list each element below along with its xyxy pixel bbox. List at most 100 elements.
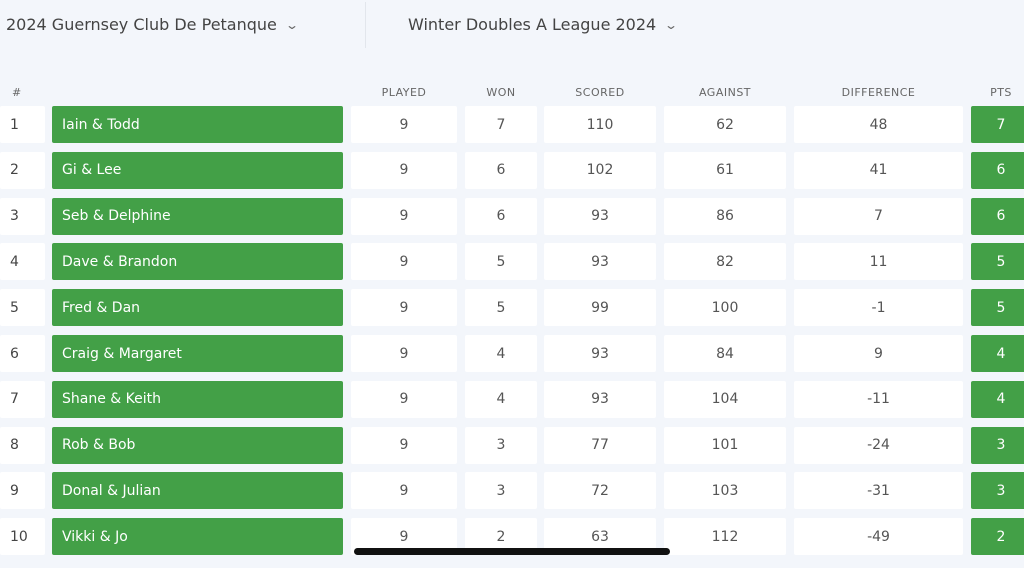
scored-cell: 93: [544, 335, 656, 372]
team-name-cell[interactable]: Shane & Keith: [52, 380, 343, 418]
table-row[interactable]: 8 Rob & Bob 9 3 77 101 -24 3: [0, 426, 1024, 464]
pts-cell: 5: [971, 243, 1024, 281]
rank-cell: 1: [0, 106, 45, 143]
pts-cell: 6: [971, 197, 1024, 235]
table-row[interactable]: 7 Shane & Keith 9 4 93 104 -11 4: [0, 380, 1024, 418]
club-dropdown[interactable]: 2024 Guernsey Club De Petanque ⌄: [6, 15, 299, 34]
scored-cell: 93: [544, 197, 656, 235]
difference-cell: -24: [794, 426, 963, 464]
difference-cell: 41: [794, 151, 963, 189]
club-dropdown-label: 2024 Guernsey Club De Petanque: [6, 15, 277, 34]
rank-cell: 5: [0, 289, 45, 327]
against-cell: 103: [664, 472, 786, 510]
column-header-rank: #: [12, 86, 22, 99]
team-name-cell[interactable]: Donal & Julian: [52, 472, 343, 510]
rank-cell: 8: [0, 426, 45, 464]
column-header-against: AGAINST: [698, 86, 752, 99]
played-cell: 9: [351, 151, 457, 189]
against-cell: 82: [664, 243, 786, 281]
difference-cell: -31: [794, 472, 963, 510]
divider: [365, 2, 366, 48]
pts-cell: 6: [971, 151, 1024, 189]
chevron-down-icon: ⌄: [664, 17, 679, 32]
scored-cell: 110: [544, 106, 656, 143]
table-row[interactable]: 3 Seb & Delphine 9 6 93 86 7 6: [0, 197, 1024, 235]
won-cell: 4: [465, 380, 537, 418]
team-name-cell[interactable]: Iain & Todd: [52, 106, 343, 143]
rank-cell: 6: [0, 335, 45, 372]
scored-cell: 72: [544, 472, 656, 510]
difference-cell: 9: [794, 335, 963, 372]
against-cell: 112: [664, 518, 786, 556]
table-row[interactable]: 9 Donal & Julian 9 3 72 103 -31 3: [0, 472, 1024, 510]
column-header-pts: PTS: [990, 86, 1012, 99]
column-header-scored: SCORED: [575, 86, 625, 99]
league-dropdown[interactable]: Winter Doubles A League 2024 ⌄: [408, 15, 679, 34]
played-cell: 9: [351, 197, 457, 235]
against-cell: 104: [664, 380, 786, 418]
pts-cell: 2: [971, 518, 1024, 556]
scored-cell: 77: [544, 426, 656, 464]
rank-cell: 2: [0, 151, 45, 189]
played-cell: 9: [351, 243, 457, 281]
won-cell: 6: [465, 151, 537, 189]
against-cell: 62: [664, 106, 786, 143]
won-cell: 3: [465, 426, 537, 464]
won-cell: 7: [465, 106, 537, 143]
scored-cell: 99: [544, 289, 656, 327]
table-row[interactable]: 4 Dave & Brandon 9 5 93 82 11 5: [0, 243, 1024, 281]
difference-cell: -1: [794, 289, 963, 327]
pts-cell: 5: [971, 289, 1024, 327]
played-cell: 9: [351, 472, 457, 510]
team-name-cell[interactable]: Gi & Lee: [52, 151, 343, 189]
won-cell: 4: [465, 335, 537, 372]
against-cell: 101: [664, 426, 786, 464]
rank-cell: 9: [0, 472, 45, 510]
played-cell: 9: [351, 426, 457, 464]
pts-cell: 3: [971, 472, 1024, 510]
column-header-won: WON: [486, 86, 516, 99]
rank-cell: 3: [0, 197, 45, 235]
against-cell: 84: [664, 335, 786, 372]
pts-cell: 3: [971, 426, 1024, 464]
column-header-difference: DIFFERENCE: [841, 86, 916, 99]
difference-cell: 7: [794, 197, 963, 235]
team-name-cell[interactable]: Fred & Dan: [52, 289, 343, 327]
played-cell: 9: [351, 380, 457, 418]
league-dropdown-label: Winter Doubles A League 2024: [408, 15, 657, 34]
table-row[interactable]: 2 Gi & Lee 9 6 102 61 41 6: [0, 151, 1024, 189]
pts-cell: 4: [971, 380, 1024, 418]
difference-cell: 11: [794, 243, 963, 281]
difference-cell: -11: [794, 380, 963, 418]
team-name-cell[interactable]: Dave & Brandon: [52, 243, 343, 281]
team-name-cell[interactable]: Rob & Bob: [52, 426, 343, 464]
difference-cell: 48: [794, 106, 963, 143]
pts-cell: 7: [971, 106, 1024, 143]
pts-cell: 4: [971, 335, 1024, 372]
against-cell: 86: [664, 197, 786, 235]
scored-cell: 102: [544, 151, 656, 189]
rank-cell: 4: [0, 243, 45, 281]
chevron-down-icon: ⌄: [284, 17, 299, 32]
played-cell: 9: [351, 335, 457, 372]
won-cell: 5: [465, 243, 537, 281]
scored-cell: 93: [544, 243, 656, 281]
team-name-cell[interactable]: Craig & Margaret: [52, 335, 343, 372]
team-name-cell[interactable]: Vikki & Jo: [52, 518, 343, 556]
rank-cell: 10: [0, 518, 45, 556]
team-name-cell[interactable]: Seb & Delphine: [52, 197, 343, 235]
table-row[interactable]: 5 Fred & Dan 9 5 99 100 -1 5: [0, 289, 1024, 327]
table-row[interactable]: 6 Craig & Margaret 9 4 93 84 9 4: [0, 335, 1024, 372]
table-row[interactable]: 1 Iain & Todd 9 7 110 62 48 7: [0, 106, 1024, 143]
home-indicator[interactable]: [354, 548, 670, 555]
rank-cell: 7: [0, 380, 45, 418]
scored-cell: 93: [544, 380, 656, 418]
column-header-played: PLAYED: [381, 86, 427, 99]
difference-cell: -49: [794, 518, 963, 556]
won-cell: 3: [465, 472, 537, 510]
won-cell: 5: [465, 289, 537, 327]
against-cell: 61: [664, 151, 786, 189]
won-cell: 6: [465, 197, 537, 235]
played-cell: 9: [351, 106, 457, 143]
against-cell: 100: [664, 289, 786, 327]
